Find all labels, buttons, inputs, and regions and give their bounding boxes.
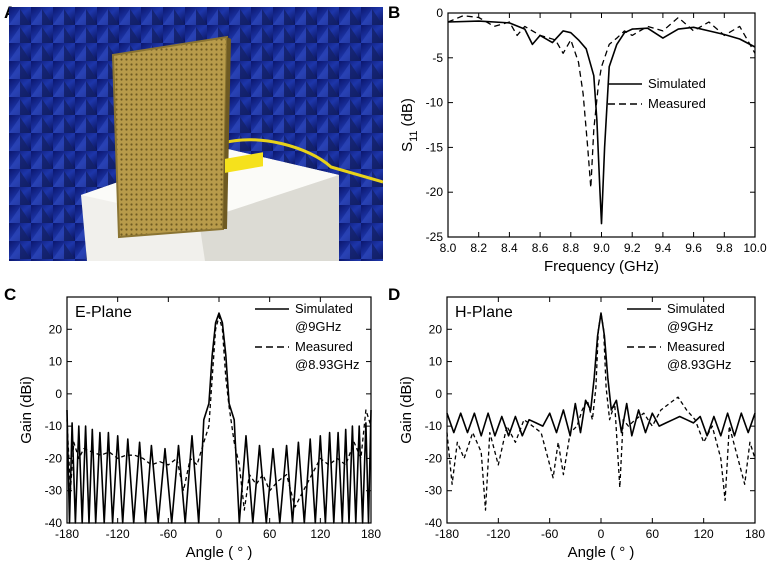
y-axis-label: Gain (dBi): [18, 376, 35, 444]
feed-block: [225, 152, 263, 173]
y-tick-label: -5: [432, 51, 443, 65]
legend-label: Simulated: [295, 301, 353, 316]
y-axis-label-unit: (dB): [399, 98, 416, 126]
series-line-simulated: [447, 20, 756, 225]
series-line-simulated: [446, 312, 756, 437]
x-tick-label: 0: [216, 527, 223, 541]
x-tick-label: 9.8: [716, 241, 733, 255]
coax-cable: [222, 138, 383, 184]
x-axis-label: Angle ( ° ): [568, 544, 635, 561]
y-axis-label-main: S: [399, 142, 416, 152]
x-tick-label: 60: [263, 527, 277, 541]
legend-label-sub: @9GHz: [667, 319, 713, 334]
y-tick-label: -10: [45, 419, 63, 433]
y-tick-label: -10: [426, 96, 444, 110]
legend-label: Simulated: [648, 76, 706, 91]
y-tick-label: -15: [426, 140, 444, 154]
plot-title: E-Plane: [75, 304, 132, 321]
x-tick-label: -120: [106, 527, 130, 541]
y-tick-label: -20: [425, 451, 443, 465]
x-tick-label: 0: [598, 527, 605, 541]
x-tick-label: -60: [541, 527, 559, 541]
series-line-measured: [66, 315, 372, 511]
y-tick-label: -40: [425, 516, 443, 530]
legend-label-sub: @8.93GHz: [295, 357, 360, 372]
y-tick-label: 20: [429, 322, 443, 336]
series-line-simulated: [66, 312, 372, 524]
y-tick-label: 0: [55, 387, 62, 401]
y-tick-label: -20: [426, 185, 444, 199]
panel-label-d: D: [388, 285, 401, 304]
x-tick-label: 120: [310, 527, 330, 541]
antenna-photo: [9, 7, 383, 261]
y-axis-label-sub: 11: [408, 130, 420, 141]
y-tick-label: -40: [45, 516, 63, 530]
x-tick-label: -180: [55, 527, 79, 541]
x-tick-label: 9.2: [624, 241, 641, 255]
y-tick-label: -10: [425, 419, 443, 433]
legend-label: Measured: [648, 96, 706, 111]
y-tick-label: 10: [49, 355, 63, 369]
x-tick-label: 8.4: [501, 241, 518, 255]
x-tick-label: 10.0: [743, 241, 767, 255]
y-tick-label: 10: [429, 355, 443, 369]
x-tick-label: 8.6: [532, 241, 549, 255]
y-tick-label: -25: [426, 230, 444, 244]
x-tick-label: -60: [160, 527, 178, 541]
legend-label: Measured: [667, 339, 725, 354]
x-tick-label: -180: [435, 527, 459, 541]
legend-label-sub: @8.93GHz: [667, 357, 732, 372]
y-tick-label: 0: [436, 6, 443, 20]
x-tick-label: 9.6: [685, 241, 702, 255]
legend-label: Measured: [295, 339, 353, 354]
x-tick-label: 8.2: [470, 241, 487, 255]
x-axis-label: Frequency (GHz): [544, 258, 659, 275]
y-tick-label: -30: [425, 484, 443, 498]
x-tick-label: 9.4: [655, 241, 672, 255]
x-tick-label: 180: [361, 527, 381, 541]
x-tick-label: 120: [694, 527, 714, 541]
x-axis-label: Angle ( ° ): [186, 544, 253, 561]
y-tick-label: -30: [45, 484, 63, 498]
plot-title: H-Plane: [455, 304, 513, 321]
x-tick-label: -120: [486, 527, 510, 541]
y-tick-label: 0: [435, 387, 442, 401]
series-line-measured: [446, 312, 756, 511]
x-tick-label: 8.0: [440, 241, 457, 255]
legend-label: Simulated: [667, 301, 725, 316]
x-tick-label: 8.8: [562, 241, 579, 255]
x-tick-label: 9.0: [593, 241, 610, 255]
panel-label-b: B: [388, 3, 401, 22]
y-tick-label: -20: [45, 451, 63, 465]
y-axis-label: S11 (dB): [399, 98, 420, 152]
x-tick-label: 180: [745, 527, 765, 541]
y-tick-label: 20: [49, 322, 63, 336]
y-axis-label: Gain (dBi): [398, 376, 415, 444]
panel-label-c: C: [4, 285, 17, 304]
x-tick-label: 60: [646, 527, 660, 541]
legend-label-sub: @9GHz: [295, 319, 341, 334]
